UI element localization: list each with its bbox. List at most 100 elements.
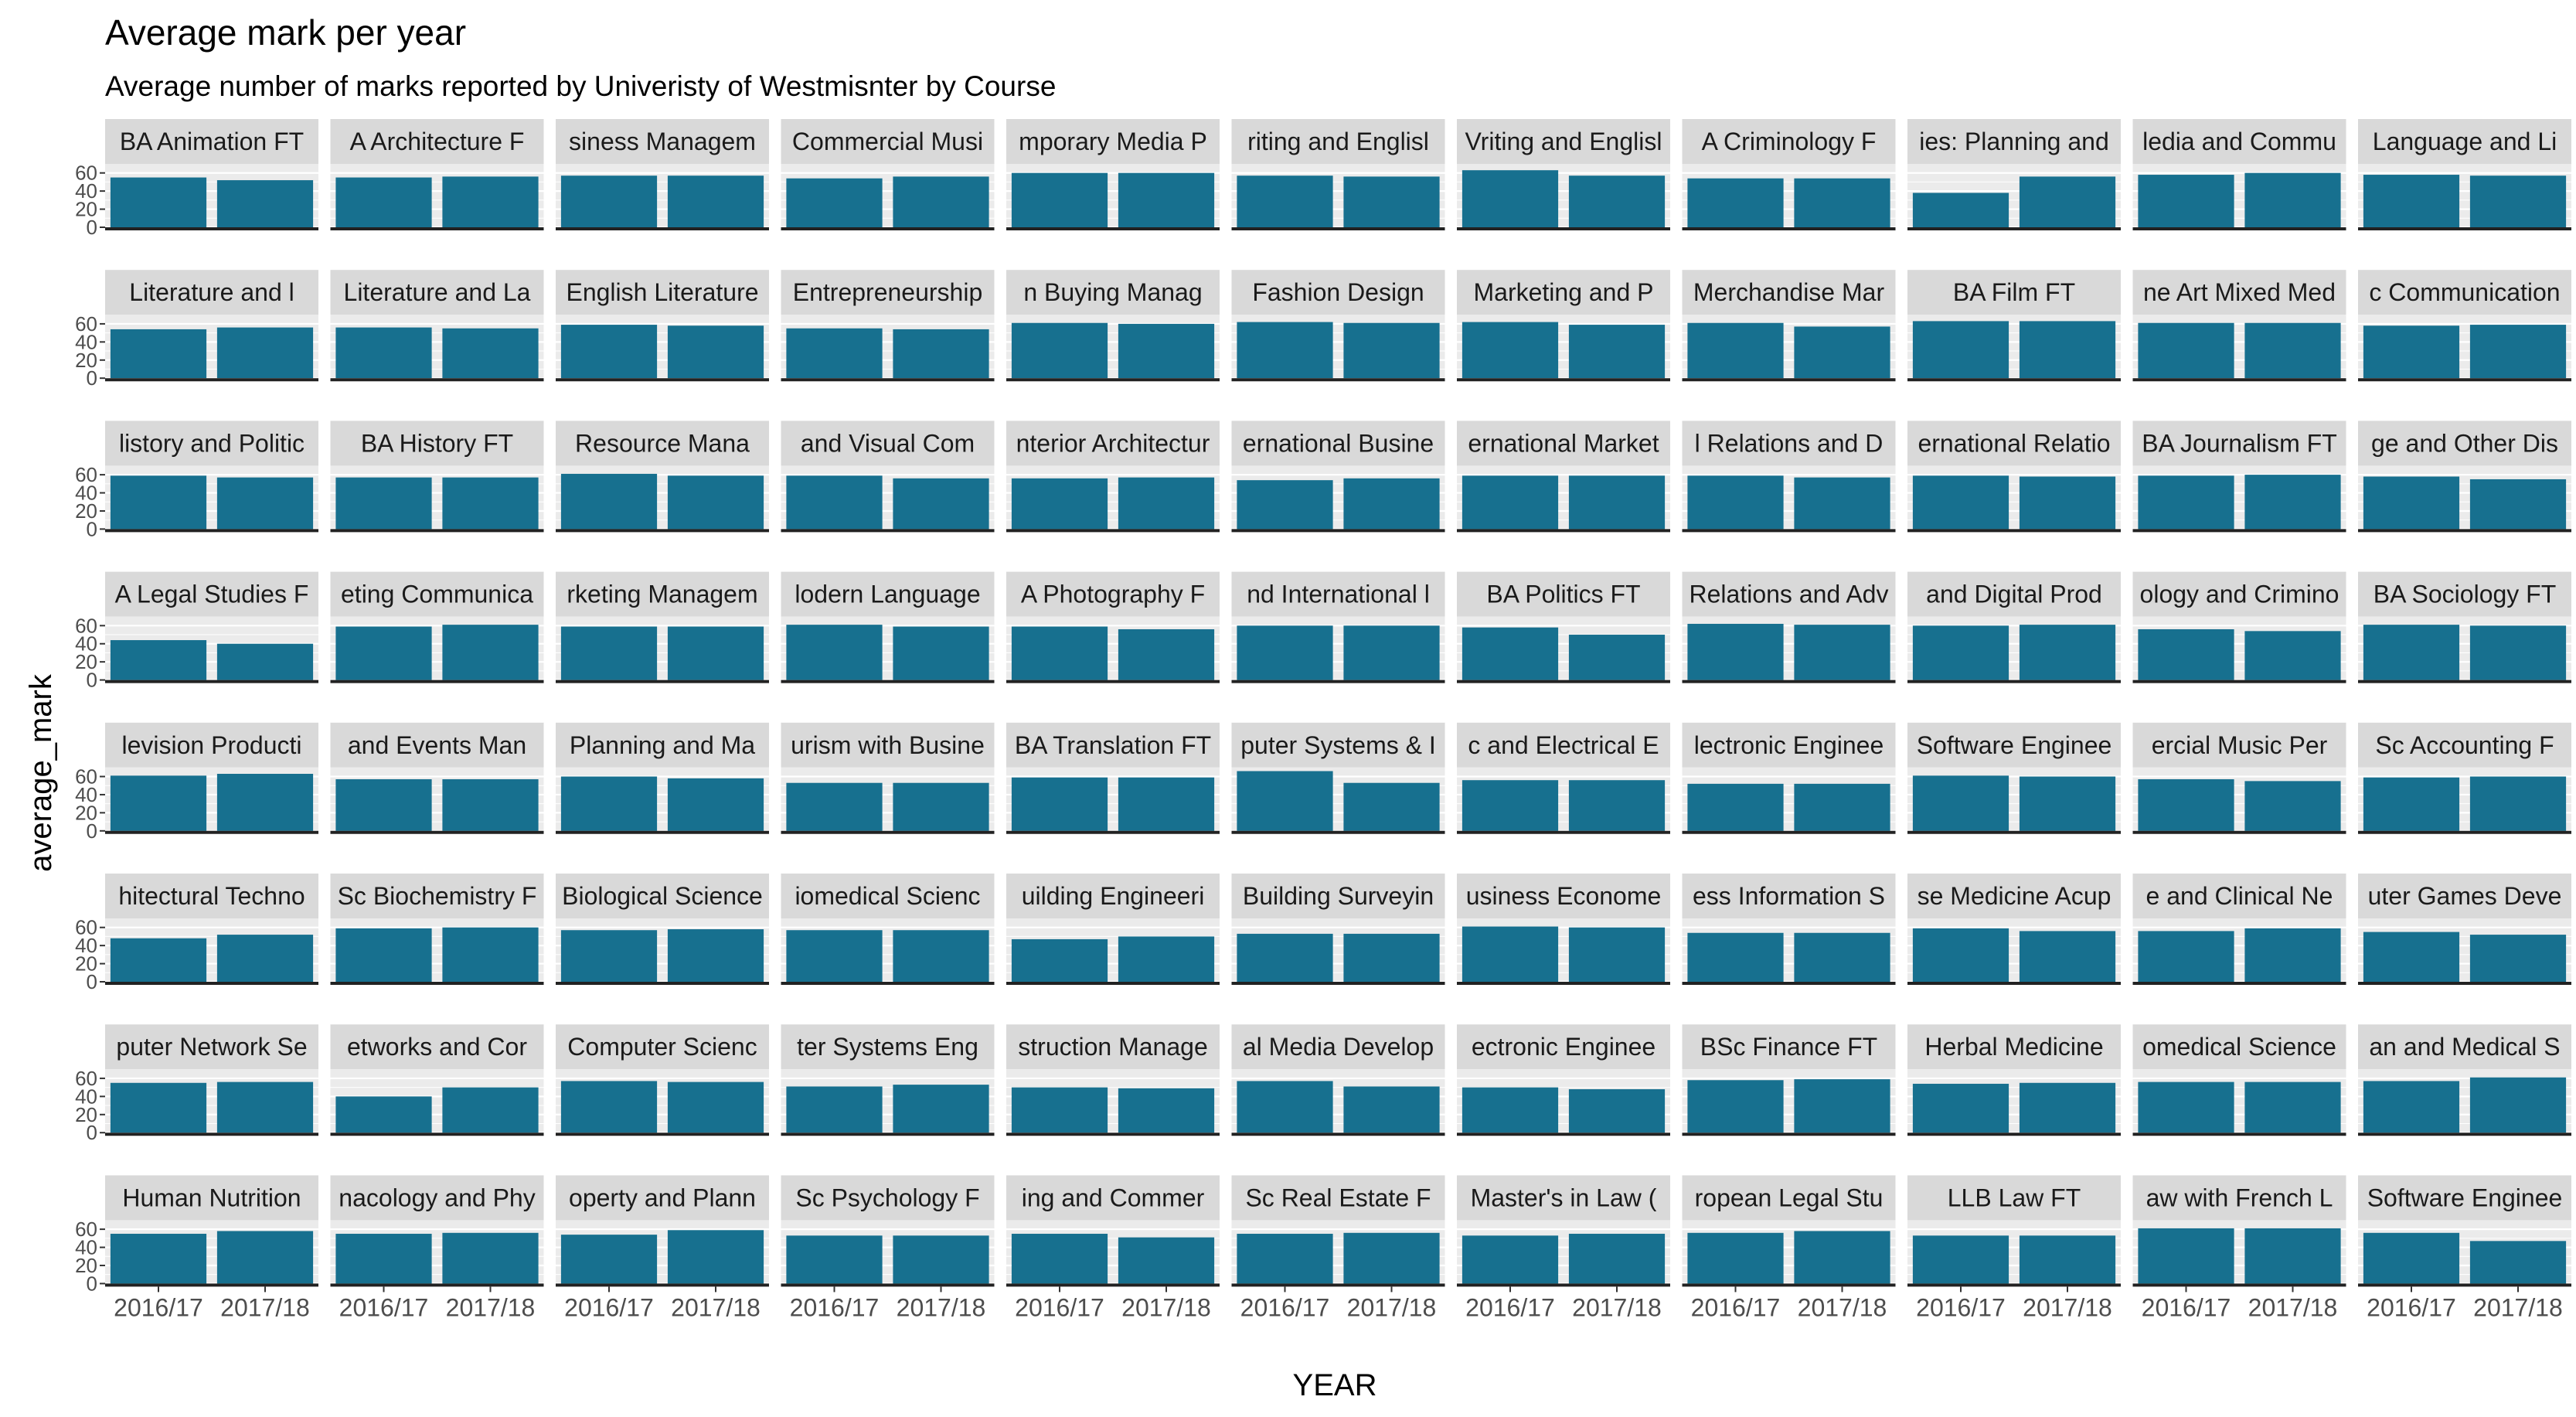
facet-strip (2358, 722, 2571, 768)
x-tick-label: 2017/18 (220, 1293, 310, 1321)
facet-strip (1682, 571, 1896, 617)
facet-panel: iomedical Scienc (781, 874, 995, 985)
facet-strip (1457, 270, 1670, 315)
x-tick-label: 2017/18 (2473, 1293, 2563, 1321)
facet-strip (1006, 1175, 1220, 1221)
bar (893, 176, 989, 227)
bar (2019, 776, 2116, 831)
bar (110, 475, 207, 530)
facet-strip-label: lodern Language (795, 581, 980, 608)
bar (1568, 1088, 1666, 1133)
bar (1118, 629, 1215, 680)
facet-strip-label: ne Art Mixed Med (2143, 278, 2336, 306)
facet-strip-label: eting Communica (341, 581, 533, 608)
facet-panel: Herbal Medicine (1907, 1024, 2121, 1136)
bar (2244, 928, 2341, 982)
facet-strip-label: lectronic Enginee (1694, 731, 1884, 759)
bar (1237, 1233, 1333, 1284)
bar (1568, 635, 1666, 680)
facet-panel: rketing Managem (556, 571, 769, 683)
facet-panel: an and Medical S (2358, 1024, 2571, 1136)
facet-panel: ernational Market (1457, 421, 1670, 533)
facet-panel: c and Electrical E (1457, 722, 1670, 834)
facet-strip-label: omedical Science (2142, 1033, 2336, 1061)
facet-strip-label: BA Politics FT (1486, 581, 1640, 608)
facet-strip (105, 874, 318, 918)
facet-panel: ernational Relatio (1907, 421, 2121, 533)
bar (2244, 1081, 2341, 1133)
facet-strip (1006, 270, 1220, 315)
facet-strip-label: Sc Biochemistry F (338, 882, 537, 910)
bar (2019, 176, 2116, 227)
facet-strip-label: and Events Man (348, 731, 526, 759)
bar (2363, 625, 2460, 680)
bar (2019, 1082, 2116, 1133)
facet-strip-label: BA Sociology FT (2374, 581, 2557, 608)
y-tick-label: 20 (75, 1103, 97, 1126)
bar (1912, 928, 2009, 982)
x-tick-label: 2016/17 (339, 1293, 429, 1321)
bar (1912, 475, 2009, 530)
bar (893, 1085, 989, 1133)
facet-panel: BA Film FT (1907, 270, 2121, 382)
facet-panel: eting Communica (330, 571, 544, 683)
facet-panel: ge and Other Dis (2358, 421, 2571, 533)
bar (1011, 1233, 1108, 1284)
bar (667, 778, 764, 831)
facet-strip (1006, 571, 1220, 617)
bar (442, 1087, 539, 1133)
bar (1237, 1081, 1333, 1133)
facet-strip-label: Planning and Ma (570, 731, 755, 759)
facet-panel: ne Art Mixed Med (2132, 270, 2346, 382)
facet-strip-label: nd International l (1247, 581, 1430, 608)
x-tick-label: 2017/18 (1347, 1293, 1437, 1321)
facet-strip (330, 1024, 544, 1070)
bar (1794, 1231, 1890, 1284)
y-tick-label: 60 (75, 1218, 97, 1241)
facet-strip-label: iomedical Scienc (795, 882, 980, 910)
bar (667, 1081, 764, 1133)
facet-panel: c Communication (2358, 270, 2571, 382)
facet-strip (1231, 1024, 1445, 1070)
x-tick-label: 2016/17 (114, 1293, 203, 1321)
bar (1118, 1088, 1215, 1133)
bar (2469, 1241, 2567, 1284)
bar (786, 328, 883, 379)
facet-strip (781, 571, 995, 617)
bar (1687, 932, 1784, 982)
facet-strip (781, 270, 995, 315)
facet-panel: lectronic Enginee (1682, 722, 1896, 834)
bar (786, 782, 883, 831)
y-tick-label: 40 (75, 179, 97, 203)
bar (442, 1232, 539, 1284)
facet-strip-label: Literature and l (129, 278, 294, 306)
facet-panel: nterior Architectur (1006, 421, 1220, 533)
facet-panel: Master's in Law (2016/17 2017/18 (1457, 1175, 1670, 1321)
facet-strip-label: listory and Politic (119, 429, 305, 457)
bar (893, 782, 989, 831)
facet-strip-label: Biological Science (562, 882, 763, 910)
bar (1118, 172, 1215, 227)
facet-strip-label: etworks and Cor (347, 1033, 527, 1061)
facet-panel: and Visual Com (781, 421, 995, 533)
facet-strip-label: operty and Plann (569, 1184, 756, 1211)
facet-panel: riting and Englisl (1231, 119, 1445, 230)
facet-panel: usiness Econome (1457, 874, 1670, 985)
facet-strip (330, 270, 544, 315)
bar (1011, 478, 1108, 530)
facet-strip (1457, 119, 1670, 164)
facet-strip (1457, 1175, 1670, 1221)
facet-panel: Commercial Musi (781, 119, 995, 230)
bar (1462, 1087, 1559, 1133)
bar (1912, 192, 2009, 227)
bar (2138, 322, 2234, 379)
bar (110, 1082, 207, 1133)
bar (2363, 932, 2460, 982)
bar (1118, 777, 1215, 831)
bar (216, 327, 314, 379)
bar (1343, 1086, 1440, 1133)
facet-panel: Software Enginee (1907, 722, 2121, 834)
bar (1568, 780, 1666, 831)
